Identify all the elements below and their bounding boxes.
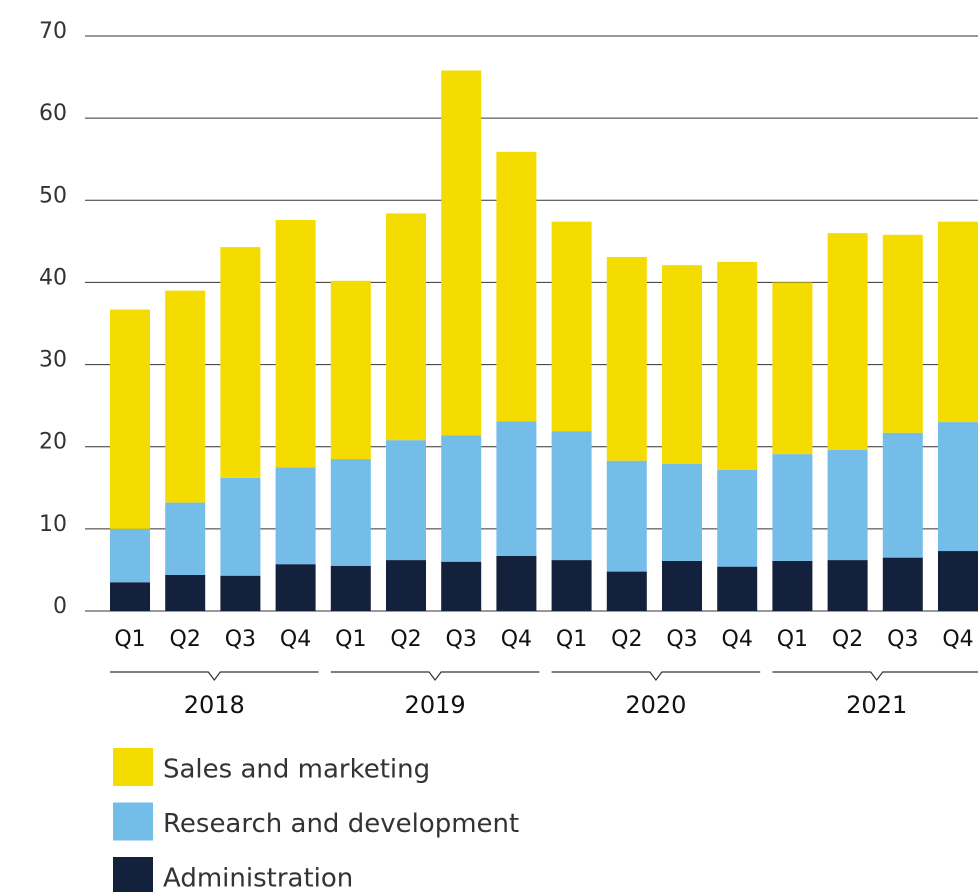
bar-segment (772, 282, 813, 455)
group-label: 2019 (405, 691, 466, 719)
bar-segment (662, 560, 702, 611)
y-tick-label: 60 (39, 101, 67, 126)
bar-segment (496, 555, 537, 611)
bar-segment (165, 574, 206, 611)
legend-label: Research and development (163, 809, 519, 839)
x-tick-label: Q4 (722, 627, 753, 652)
legend-label: Administration (163, 864, 353, 892)
bar-segment (496, 421, 537, 556)
bar-segment (165, 502, 206, 575)
bar-segment (496, 151, 537, 422)
x-tick-label: Q2 (170, 627, 201, 652)
legend-swatch (113, 802, 153, 841)
legend-swatch (113, 748, 153, 786)
y-tick-label: 0 (53, 594, 67, 619)
bar-segment (606, 571, 647, 611)
bar-segment (165, 290, 206, 503)
legend-swatch (113, 857, 153, 892)
bar-segment (827, 450, 868, 561)
y-tick-label: 20 (39, 430, 67, 455)
x-tick-label: Q4 (501, 627, 532, 652)
bar-segment (938, 221, 978, 423)
bar-segment (275, 220, 316, 468)
bar-segment (386, 440, 426, 561)
legend-label: Sales and marketing (163, 755, 430, 785)
bar-segment (220, 477, 261, 576)
bar-segment (882, 234, 923, 433)
y-tick-label: 50 (39, 183, 67, 208)
bar-segment (110, 309, 150, 529)
group-label: 2018 (184, 691, 245, 719)
group-bracket (330, 671, 540, 681)
bar-segment (882, 432, 923, 558)
bar-segment (275, 564, 316, 611)
bar-segment (220, 247, 261, 478)
bar-segment (717, 566, 758, 611)
x-tick-label: Q2 (611, 627, 642, 652)
x-tick-label: Q2 (832, 627, 863, 652)
group-bracket (551, 671, 761, 681)
bar-segment (386, 560, 426, 611)
bar-segment (772, 454, 813, 561)
bar-segment (441, 561, 482, 611)
x-tick-label: Q3 (666, 627, 697, 652)
bar-segment (551, 221, 592, 432)
x-tick-label: Q1 (114, 627, 145, 652)
bar-segment (606, 256, 647, 461)
bar-segment (220, 575, 261, 611)
bar-segment (717, 261, 758, 470)
bar-segment (827, 560, 868, 611)
group-bracket (110, 671, 319, 681)
bar-segment (275, 467, 316, 565)
bar-segment (330, 459, 371, 566)
bar-segment (662, 463, 702, 561)
bar-segment (938, 551, 978, 611)
bar-segment (827, 233, 868, 450)
x-tick-label: Q3 (225, 627, 256, 652)
bar-segment (551, 560, 592, 611)
group-bracket (772, 671, 978, 681)
bar-segment (551, 431, 592, 561)
bar-segment (882, 557, 923, 611)
x-tick-label: Q1 (777, 627, 808, 652)
x-tick-label: Q3 (446, 627, 477, 652)
bar-segment (330, 280, 371, 460)
bar-segment (330, 565, 371, 611)
x-tick-label: Q3 (887, 627, 918, 652)
bar-segment (772, 560, 813, 611)
bar-segment (662, 265, 702, 464)
bar-segment (938, 422, 978, 552)
bar-segment (110, 582, 150, 611)
y-tick-label: 40 (39, 265, 67, 290)
group-label: 2020 (625, 691, 686, 719)
y-tick-label: 70 (39, 19, 67, 44)
group-label: 2021 (846, 691, 907, 719)
x-tick-label: Q1 (556, 627, 587, 652)
bar-segment (110, 528, 150, 583)
bar-segment (717, 469, 758, 567)
bar-segment (606, 460, 647, 572)
y-tick-label: 30 (39, 348, 67, 373)
x-tick-label: Q2 (390, 627, 421, 652)
y-tick-label: 10 (39, 512, 67, 537)
bar-segment (441, 70, 482, 436)
x-tick-label: Q1 (335, 627, 366, 652)
bar-segment (441, 435, 482, 562)
x-tick-label: Q4 (280, 627, 311, 652)
bar-segment (386, 213, 426, 441)
x-tick-label: Q4 (942, 627, 973, 652)
